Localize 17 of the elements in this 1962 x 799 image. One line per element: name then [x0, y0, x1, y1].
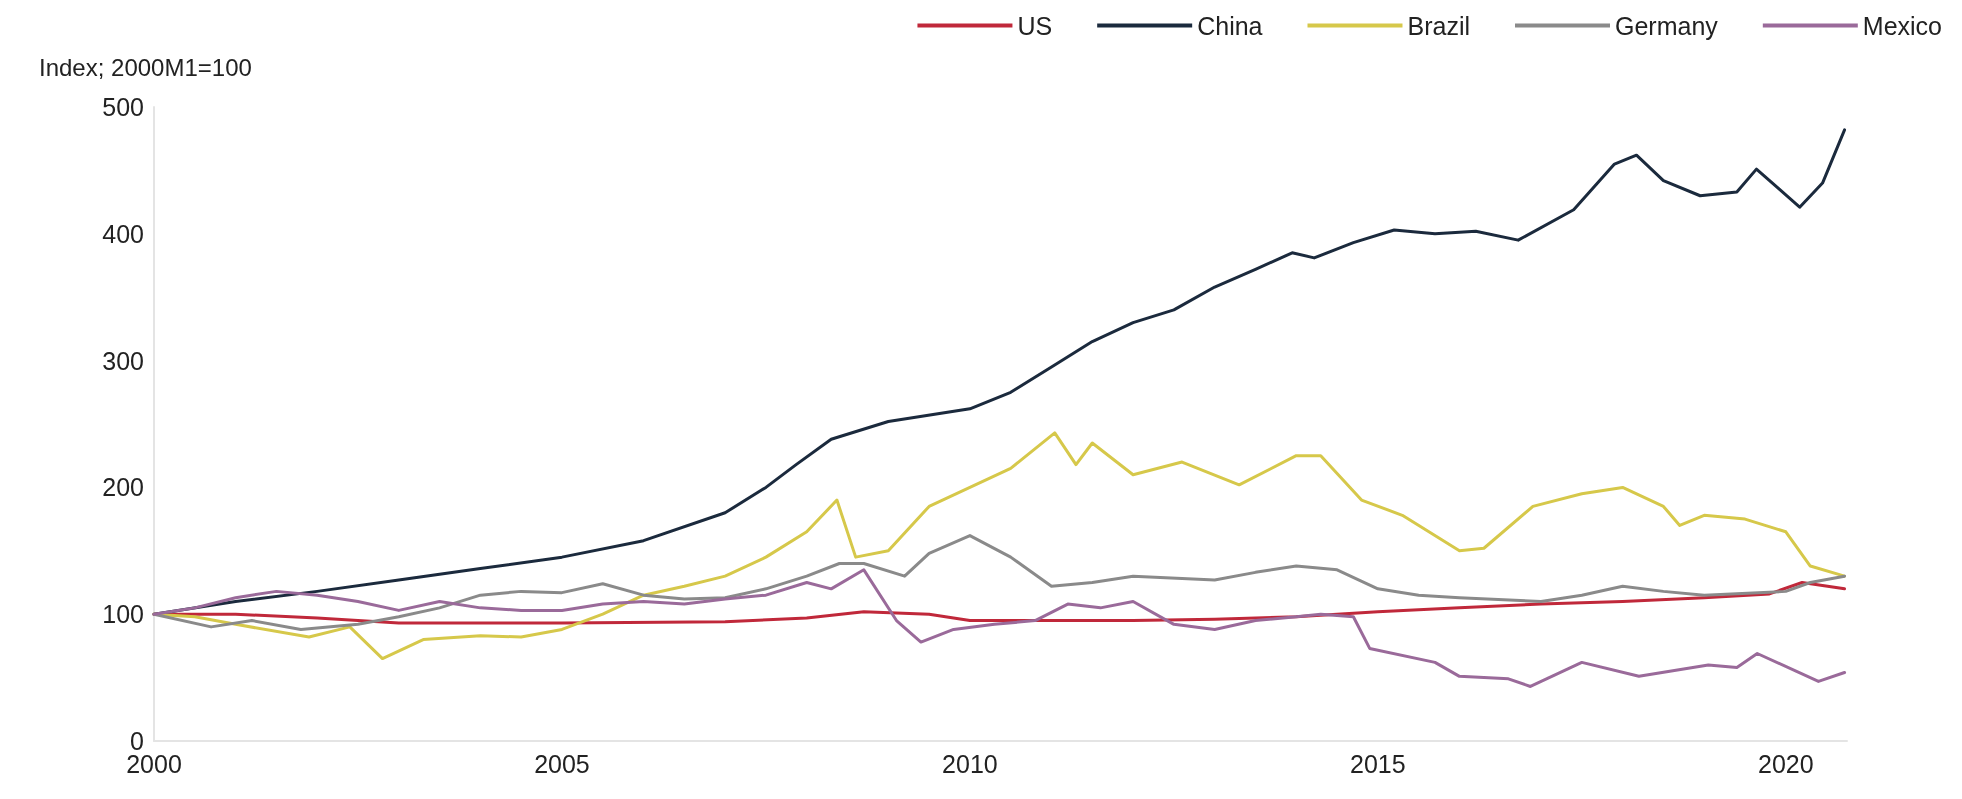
y-tick-label: 200: [102, 473, 144, 502]
x-tick-label: 2015: [1350, 749, 1406, 778]
line-series: [152, 568, 1847, 688]
y-tick-label: 400: [102, 219, 144, 248]
legend-label: Mexico: [1862, 11, 1942, 40]
line-series: [152, 534, 1847, 631]
legend-label: US: [1017, 11, 1053, 40]
legend-label: Germany: [1615, 11, 1719, 40]
y-tick-label: 300: [102, 346, 144, 375]
y-tick-label: 500: [102, 93, 144, 121]
x-tick-label: 2020: [1757, 749, 1814, 778]
x-tick-label: 2010: [942, 749, 998, 778]
legend-label: China: [1197, 11, 1263, 40]
x-tick-label: 2005: [534, 749, 590, 778]
y-axis-title: Index; 2000M1=100: [39, 53, 252, 81]
legend-label: Brazil: [1407, 11, 1471, 40]
y-tick-label: 100: [102, 600, 144, 629]
